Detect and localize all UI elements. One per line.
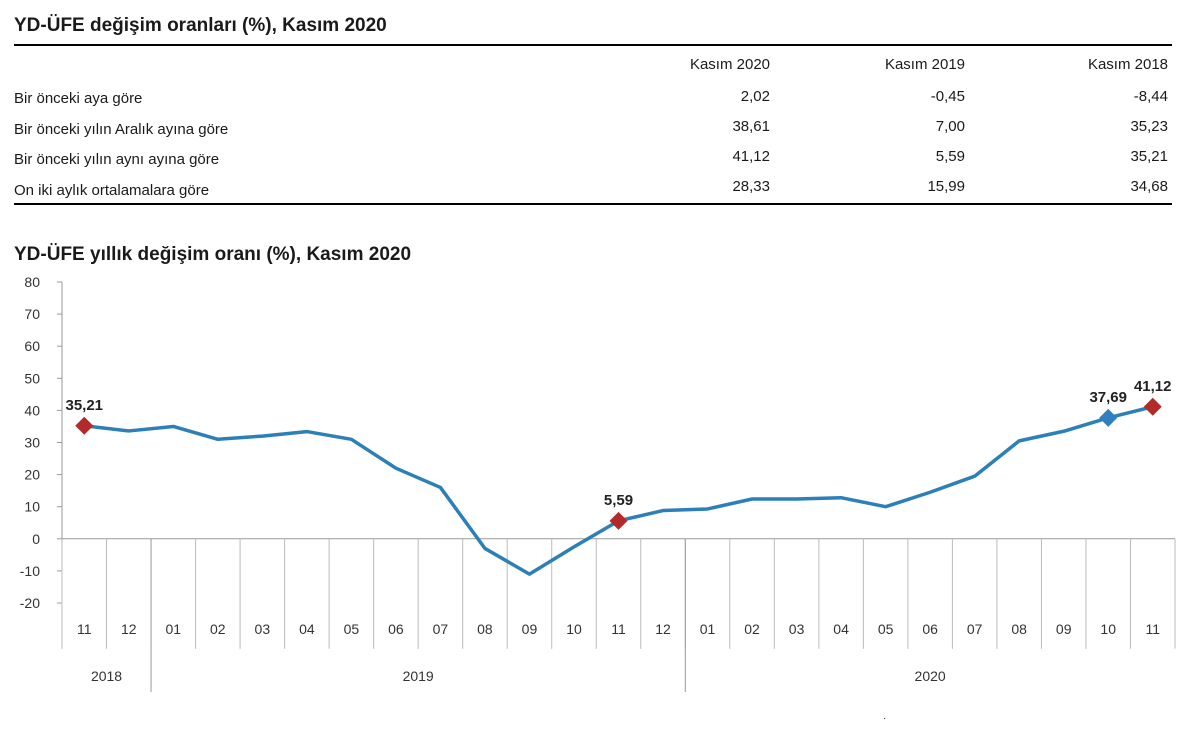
- x-tick-label: 05: [878, 621, 894, 637]
- data-point-marker: [1099, 408, 1118, 427]
- table-cell: 15,99: [927, 178, 965, 195]
- table-cell: -8,44: [1133, 88, 1168, 105]
- x-tick-label: 12: [655, 621, 671, 637]
- table-cell: 35,21: [1130, 148, 1168, 165]
- data-point-marker: [1143, 397, 1162, 416]
- x-tick-label: 10: [1100, 621, 1116, 637]
- y-tick-label: 20: [24, 467, 40, 483]
- x-tick-label: 12: [121, 621, 137, 637]
- x-tick-label: 10: [566, 621, 582, 637]
- table-bottom-rule: [14, 203, 1172, 205]
- x-tick-label: 07: [967, 621, 983, 637]
- table-header-2: Kasım 2019: [884, 56, 965, 73]
- data-label: 41,12: [1134, 378, 1172, 395]
- x-tick-label: 09: [1056, 621, 1072, 637]
- table-row-label: Bir önceki aya göre: [14, 90, 143, 107]
- y-tick-label: 40: [24, 402, 40, 418]
- x-tick-label: 01: [166, 621, 182, 637]
- table-cell: 28,33: [732, 178, 770, 195]
- y-tick-label: 30: [24, 435, 40, 451]
- x-tick-label: 07: [433, 621, 449, 637]
- table-cell: 35,23: [1130, 118, 1168, 135]
- table-cell: 38,61: [732, 118, 770, 135]
- data-label: 37,69: [1089, 389, 1127, 406]
- table-row-label: On iki aylık ortalamalara göre: [14, 182, 210, 199]
- data-point-marker: [75, 416, 94, 435]
- year-label: 2020: [915, 668, 946, 684]
- x-tick-label: 09: [522, 621, 538, 637]
- year-label: 2018: [91, 668, 122, 684]
- x-tick-label: 01: [700, 621, 716, 637]
- x-tick-label: 06: [388, 621, 404, 637]
- y-tick-label: 60: [24, 338, 40, 354]
- x-tick-label: 04: [833, 621, 849, 637]
- table-cell: 2,02: [740, 88, 770, 105]
- x-tick-label: 02: [744, 621, 760, 637]
- table-header-1: Kasım 2020: [689, 56, 770, 73]
- x-tick-label: 03: [255, 621, 271, 637]
- series-line: [84, 405, 1154, 576]
- table-cell: 7,00: [935, 118, 965, 135]
- table-cell: -0,45: [930, 88, 965, 105]
- y-tick-label: 0: [32, 531, 40, 547]
- x-tick-label: 11: [77, 621, 92, 637]
- data-label: 5,59: [604, 492, 633, 509]
- x-tick-label: 02: [210, 621, 226, 637]
- x-tick-label: 03: [789, 621, 805, 637]
- table-row-label: Bir önceki yılın Aralık ayına göre: [14, 121, 229, 138]
- y-tick-label: 10: [24, 499, 40, 515]
- x-tick-label: 08: [1011, 621, 1027, 637]
- table-cell: 34,68: [1130, 178, 1168, 195]
- x-tick-label: 11: [1145, 621, 1160, 637]
- footer-mark: ·: [883, 713, 887, 724]
- table-row-label: Bir önceki yılın aynı ayına göre: [14, 151, 220, 168]
- y-tick-label: 80: [24, 274, 40, 290]
- table-title: YD-ÜFE değişim oranları (%), Kasım 2020: [14, 15, 387, 36]
- chart-title: YD-ÜFE yıllık değişim oranı (%), Kasım 2…: [14, 244, 412, 265]
- table-cell: 41,12: [732, 148, 770, 165]
- x-tick-label: 05: [344, 621, 360, 637]
- y-tick-label: 50: [24, 370, 40, 386]
- x-tick-label: 11: [611, 621, 626, 637]
- x-tick-label: 06: [922, 621, 938, 637]
- x-tick-label: 04: [299, 621, 315, 637]
- y-tick-label: 70: [24, 306, 40, 322]
- y-tick-label: -20: [20, 595, 40, 611]
- y-tick-label: -10: [20, 563, 40, 579]
- data-label: 35,21: [65, 397, 103, 414]
- table-header-3: Kasım 2018: [1087, 56, 1168, 73]
- data-point-marker: [609, 511, 628, 530]
- x-tick-label: 08: [477, 621, 493, 637]
- table-cell: 5,59: [935, 148, 965, 165]
- year-label: 2019: [403, 668, 434, 684]
- table-top-rule: [14, 44, 1172, 46]
